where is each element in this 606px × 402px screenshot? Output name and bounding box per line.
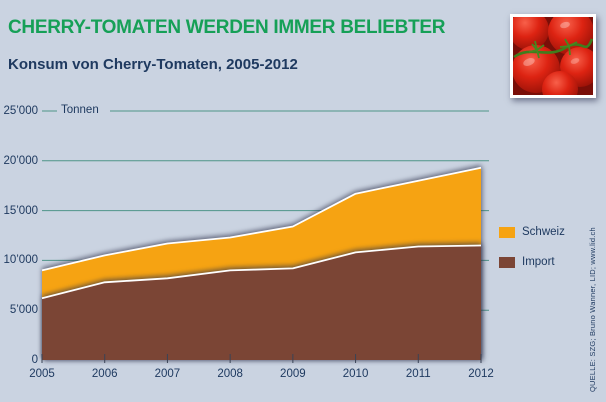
y-tick-label: 0 [31, 354, 38, 366]
y-tick-label: 25’000 [3, 105, 38, 117]
y-tick-label: 15’000 [3, 204, 38, 217]
x-tick-label: 2008 [217, 368, 243, 380]
x-tick-label: 2005 [29, 368, 55, 380]
y-tick-label: 5’000 [9, 304, 38, 317]
y-axis-unit-label: Tonnen [61, 104, 99, 116]
y-tick-label: 20’000 [3, 154, 38, 167]
legend-label-schweiz: Schweiz [522, 226, 565, 238]
x-tick-label: 2006 [91, 368, 118, 380]
x-tick-label: 2010 [342, 368, 369, 380]
x-tick-label: 2007 [154, 368, 181, 380]
legend-item-import: Import [499, 256, 555, 268]
x-tick-label: 2012 [468, 368, 494, 380]
x-tick-label: 2011 [405, 368, 431, 380]
tomatoes-photo [509, 9, 600, 107]
page-title: CHERRY-TOMATEN WERDEN IMMER BELIEBTER [8, 17, 446, 38]
legend-label-import: Import [522, 256, 555, 268]
x-tick-label: 2009 [280, 368, 306, 380]
source-credit: QUELLE: SZG; Bruno Wanner, LID; www.lid.… [588, 227, 597, 392]
page-subtitle: Konsum von Cherry-Tomaten, 2005-2012 [8, 56, 298, 73]
y-tick-label: 10’000 [3, 254, 38, 267]
tomatoes-photo-art [509, 9, 600, 107]
legend-swatch-schweiz [499, 226, 515, 238]
legend-swatch-import [499, 256, 515, 268]
legend-item-schweiz: Schweiz [499, 226, 565, 238]
